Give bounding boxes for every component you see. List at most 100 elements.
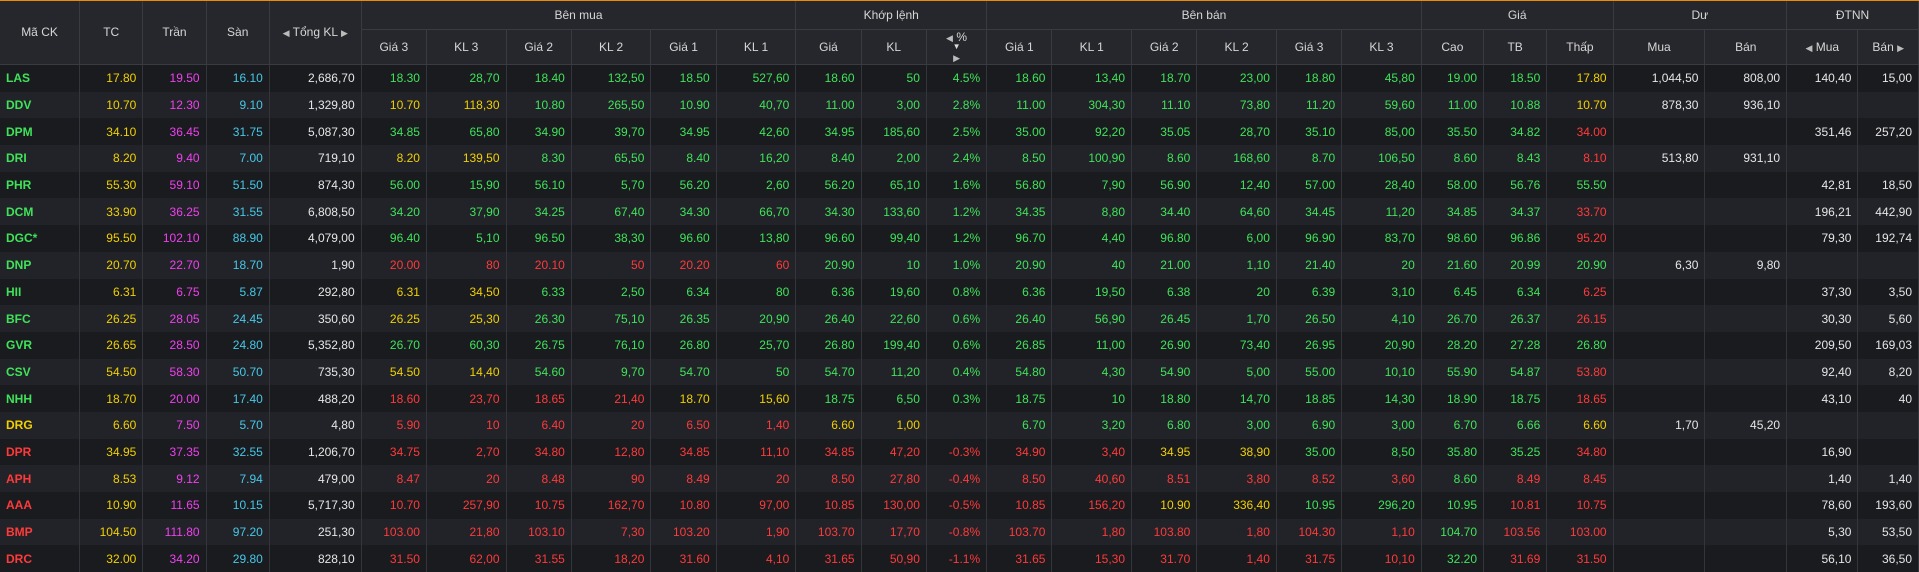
caret-right-icon[interactable]: ▶ bbox=[1897, 43, 1904, 53]
symbol-cell[interactable]: LAS bbox=[0, 65, 80, 92]
symbol-cell[interactable]: DDV bbox=[0, 92, 80, 119]
header-tc[interactable]: TC bbox=[80, 0, 143, 65]
match-vol-cell: 6,50 bbox=[861, 385, 926, 412]
header-sell-gia3[interactable]: Giá 3 bbox=[1276, 30, 1341, 65]
ask-vol2-cell: 1,40 bbox=[1197, 545, 1277, 572]
residual-sell-cell bbox=[1705, 118, 1787, 145]
bid-vol3-cell: 14,40 bbox=[426, 359, 506, 386]
ask-price2-cell: 6.38 bbox=[1132, 279, 1197, 306]
header-san[interactable]: Sàn bbox=[206, 0, 269, 65]
caret-left-icon[interactable]: ◀ bbox=[1805, 43, 1812, 53]
sort-down-icon[interactable]: ▼ bbox=[931, 44, 982, 50]
ask-price3-cell: 8.70 bbox=[1276, 145, 1341, 172]
avg-cell: 10.81 bbox=[1484, 492, 1547, 519]
symbol-cell[interactable]: DRG bbox=[0, 412, 80, 439]
caret-right-icon[interactable]: ▶ bbox=[341, 28, 348, 38]
symbol-cell[interactable]: DNP bbox=[0, 252, 80, 279]
symbol-cell[interactable]: BFC bbox=[0, 305, 80, 332]
residual-buy-cell bbox=[1613, 439, 1705, 466]
ask-vol3-cell: 45,80 bbox=[1342, 65, 1422, 92]
header-sell-gia2[interactable]: Giá 2 bbox=[1132, 30, 1197, 65]
header-du-mua[interactable]: Mua bbox=[1613, 30, 1705, 65]
symbol-cell[interactable]: GVR bbox=[0, 332, 80, 359]
caret-right-icon[interactable]: ▶ bbox=[953, 53, 960, 63]
symbol-cell[interactable]: DCM bbox=[0, 198, 80, 225]
symbol-cell[interactable]: DRC bbox=[0, 545, 80, 572]
header-buy-kl3[interactable]: KL 3 bbox=[426, 30, 506, 65]
high-cell: 32.20 bbox=[1421, 545, 1483, 572]
symbol-cell[interactable]: DGC* bbox=[0, 225, 80, 252]
header-buy-kl2[interactable]: KL 2 bbox=[571, 30, 651, 65]
header-match-pct[interactable]: ◀ %▼ ▶ bbox=[926, 30, 986, 65]
header-sell-kl2[interactable]: KL 2 bbox=[1197, 30, 1277, 65]
header-tran[interactable]: Trần bbox=[143, 0, 206, 65]
caret-left-icon[interactable]: ◀ bbox=[946, 33, 953, 43]
total-volume-cell: 350,60 bbox=[269, 305, 361, 332]
symbol-cell[interactable]: DPM bbox=[0, 118, 80, 145]
symbol-cell[interactable]: DPR bbox=[0, 439, 80, 466]
match-price-cell: 18.75 bbox=[796, 385, 861, 412]
symbol-cell[interactable]: HII bbox=[0, 279, 80, 306]
symbol-cell[interactable]: CSV bbox=[0, 359, 80, 386]
residual-sell-cell: 9,80 bbox=[1705, 252, 1787, 279]
header-match-kl[interactable]: KL bbox=[861, 30, 926, 65]
bid-price3-cell: 10.70 bbox=[361, 492, 426, 519]
symbol-cell[interactable]: PHR bbox=[0, 172, 80, 199]
header-du-ban[interactable]: Bán bbox=[1705, 30, 1787, 65]
ask-price1-cell: 26.40 bbox=[987, 305, 1052, 332]
residual-sell-cell bbox=[1705, 279, 1787, 306]
header-ma-ck[interactable]: Mã CK bbox=[0, 0, 80, 65]
header-sell-gia1[interactable]: Giá 1 bbox=[987, 30, 1052, 65]
header-tb[interactable]: TB bbox=[1484, 30, 1547, 65]
header-dtnn-ban[interactable]: Bán ▶ bbox=[1858, 30, 1919, 65]
low-cell: 17.80 bbox=[1547, 65, 1613, 92]
header-sell-kl3[interactable]: KL 3 bbox=[1342, 30, 1422, 65]
header-cao[interactable]: Cao bbox=[1421, 30, 1483, 65]
header-tong-kl[interactable]: ◀ Tổng KL ▶ bbox=[269, 0, 361, 65]
symbol-cell[interactable]: DRI bbox=[0, 145, 80, 172]
match-vol-cell: 65,10 bbox=[861, 172, 926, 199]
match-vol-cell: 50 bbox=[861, 65, 926, 92]
tc-cell: 34.10 bbox=[80, 118, 143, 145]
foreign-sell-cell: 53,50 bbox=[1858, 519, 1919, 546]
avg-cell: 20.99 bbox=[1484, 252, 1547, 279]
bid-price1-cell: 8.40 bbox=[651, 145, 716, 172]
header-buy-kl1[interactable]: KL 1 bbox=[716, 30, 796, 65]
header-buy-gia2[interactable]: Giá 2 bbox=[506, 30, 571, 65]
tran-cell: 7.50 bbox=[143, 412, 206, 439]
symbol-cell[interactable]: BMP bbox=[0, 519, 80, 546]
symbol-cell[interactable]: APH bbox=[0, 465, 80, 492]
ask-vol3-cell: 20 bbox=[1342, 252, 1422, 279]
match-price-cell: 20.90 bbox=[796, 252, 861, 279]
symbol-cell[interactable]: NHH bbox=[0, 385, 80, 412]
header-dtnn-mua[interactable]: ◀ Mua bbox=[1787, 30, 1858, 65]
ask-vol1-cell: 40 bbox=[1052, 252, 1132, 279]
header-sell-kl1[interactable]: KL 1 bbox=[1052, 30, 1132, 65]
header-match-gia[interactable]: Giá bbox=[796, 30, 861, 65]
symbol-cell[interactable]: AAA bbox=[0, 492, 80, 519]
caret-left-icon[interactable]: ◀ bbox=[283, 28, 290, 38]
header-thap[interactable]: Thấp bbox=[1547, 30, 1613, 65]
header-buy-gia1[interactable]: Giá 1 bbox=[651, 30, 716, 65]
header-buy-gia3[interactable]: Giá 3 bbox=[361, 30, 426, 65]
bid-price3-cell: 18.60 bbox=[361, 385, 426, 412]
